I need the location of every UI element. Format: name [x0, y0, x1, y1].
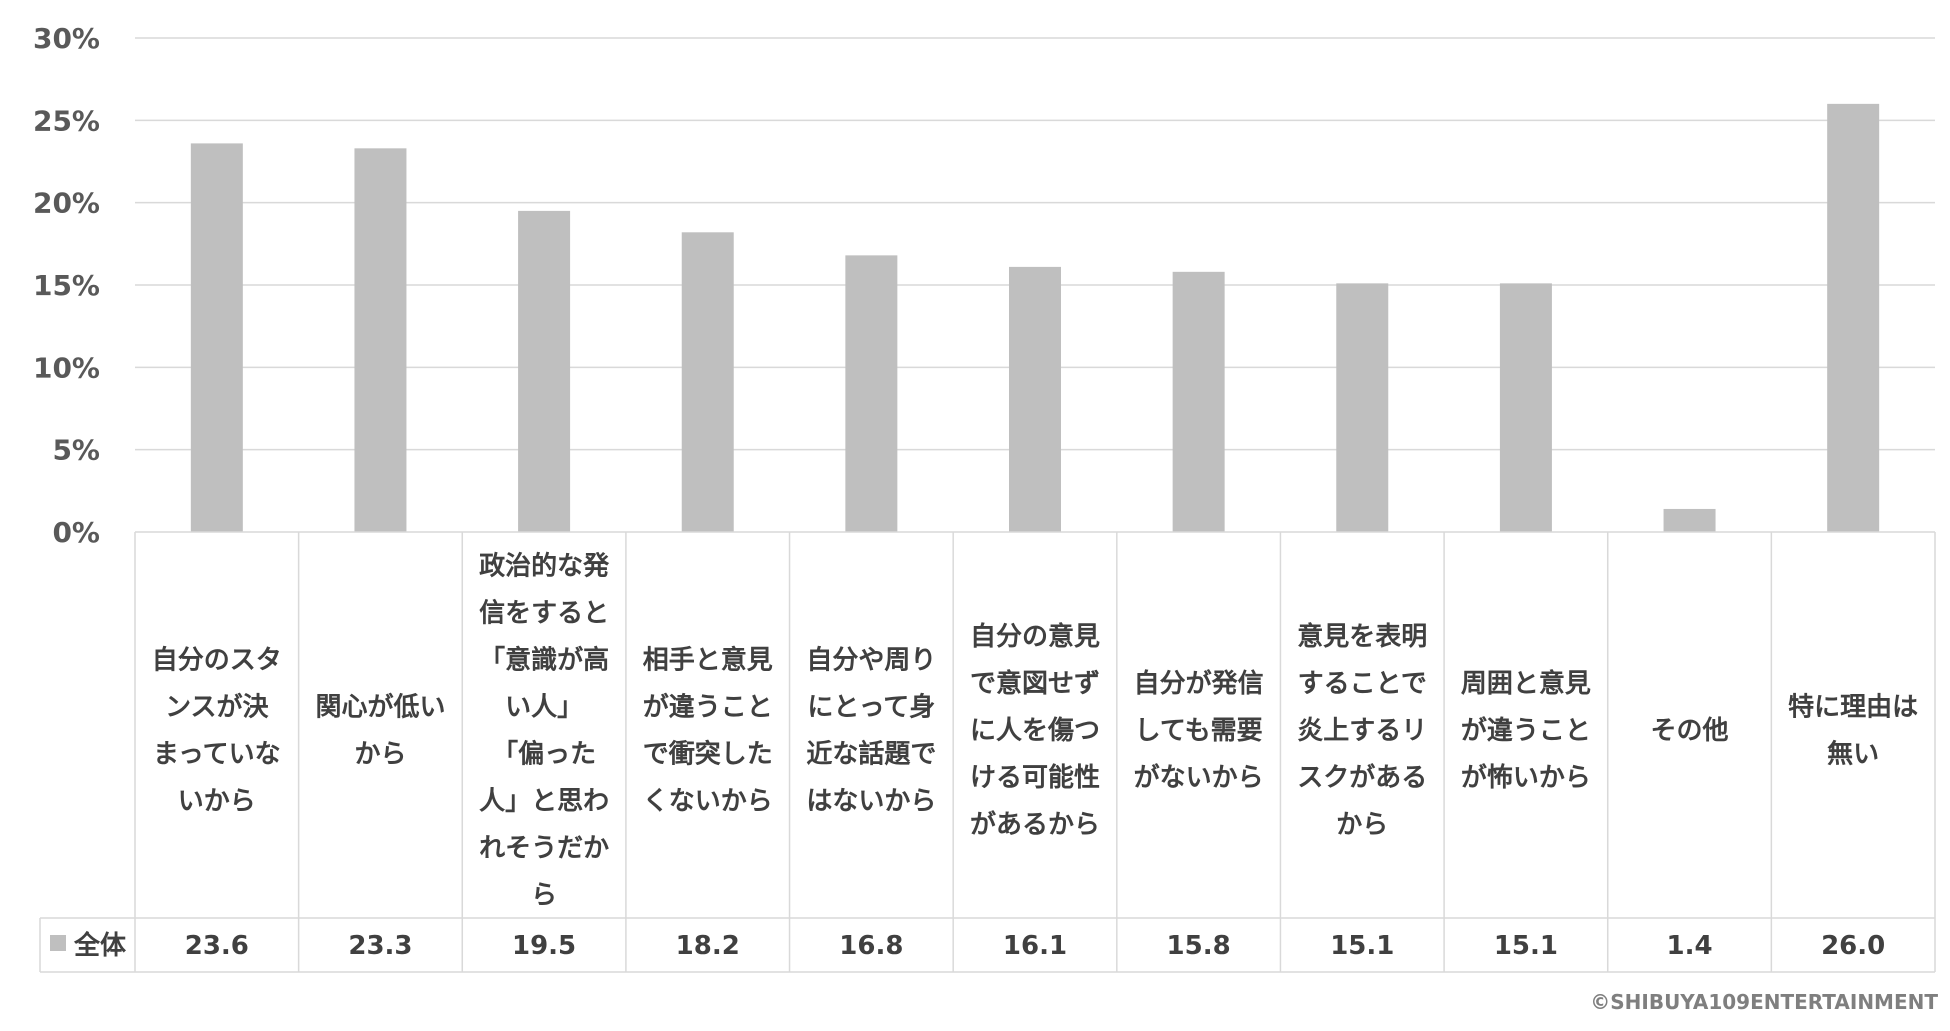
- bar: [1172, 271, 1225, 532]
- x-category-label: が違うこと: [1461, 715, 1591, 746]
- x-category-label: 自分や周り: [806, 645, 936, 676]
- x-category-label: 人」と思わ: [479, 787, 609, 817]
- x-category-label: ら: [531, 881, 557, 911]
- x-category-label: その他: [1651, 716, 1729, 746]
- x-category-label: から: [354, 740, 406, 770]
- y-tick-label: 25%: [33, 104, 100, 137]
- y-tick-label: 30%: [33, 22, 100, 55]
- legend-swatch: [50, 935, 66, 951]
- data-label: 23.3: [348, 931, 412, 961]
- x-category-label: で衝突した: [643, 739, 773, 770]
- x-category-label: 特に理由は: [1788, 692, 1918, 723]
- data-label: 19.5: [512, 931, 576, 961]
- data-label: 23.6: [185, 931, 249, 961]
- x-category-label: があるから: [970, 809, 1100, 840]
- bar: [1336, 283, 1389, 532]
- data-label: 1.4: [1667, 931, 1713, 961]
- x-category-label: 炎上するリ: [1297, 716, 1427, 746]
- x-category-label: 無い: [1827, 740, 1879, 770]
- x-category-label: 「意識が高: [479, 645, 609, 676]
- x-category-label: 信をすると: [479, 599, 609, 629]
- x-category-label: スクがある: [1297, 762, 1427, 793]
- x-category-label: はないから: [806, 787, 936, 817]
- data-label: 16.8: [839, 931, 903, 961]
- x-category-label: 意見を表明: [1297, 621, 1427, 652]
- bar: [681, 232, 734, 532]
- x-category-label: 政治的な発: [479, 551, 610, 582]
- x-category-label: 周囲と意見: [1461, 668, 1591, 699]
- x-category-label: ける可能性: [970, 762, 1100, 793]
- data-label: 15.8: [1167, 931, 1231, 961]
- legend-label: 全体: [73, 930, 127, 961]
- data-label: 26.0: [1821, 931, 1885, 961]
- data-label: 15.1: [1494, 931, 1558, 961]
- x-category-label: れそうだか: [479, 834, 609, 864]
- x-category-label: しても需要: [1135, 716, 1263, 746]
- data-label: 16.1: [1003, 931, 1067, 961]
- x-category-label: いから: [178, 787, 256, 817]
- bar: [1009, 266, 1061, 532]
- x-category-label: ンスが決: [165, 692, 269, 723]
- x-category-label: い人」: [505, 693, 583, 723]
- x-category-label: に人を傷つ: [970, 716, 1100, 746]
- bar: [1499, 283, 1552, 532]
- x-category-label: にとって身: [807, 692, 935, 723]
- x-category-label: 近な話題で: [806, 739, 936, 770]
- x-category-label: がないから: [1134, 762, 1264, 793]
- x-category-label: で意図せず: [970, 668, 1100, 699]
- y-tick-label: 10%: [33, 351, 100, 384]
- x-category-label: することで: [1298, 669, 1427, 699]
- bar: [518, 210, 571, 532]
- x-category-label: から: [1336, 810, 1388, 840]
- x-category-label: 「偏った: [492, 739, 596, 770]
- bar: [1827, 103, 1880, 532]
- x-category-label: 自分のスタ: [152, 645, 282, 676]
- bar: [1663, 508, 1716, 532]
- y-tick-label: 0%: [52, 516, 100, 549]
- x-category-label: 関心が低い: [315, 692, 445, 723]
- x-category-label: 自分の意見: [970, 621, 1100, 652]
- y-tick-label: 5%: [52, 434, 100, 467]
- x-category-label: 相手と意見: [643, 645, 773, 676]
- copyright-text: ©SHIBUYA109ENTERTAINMENT: [1590, 990, 1938, 1014]
- x-category-label: 自分が発信: [1134, 668, 1264, 699]
- x-category-label: が違うこと: [643, 692, 773, 723]
- x-category-label: まっていな: [153, 740, 281, 770]
- data-label: 18.2: [676, 931, 740, 961]
- data-label: 15.1: [1330, 931, 1394, 961]
- bar: [354, 148, 407, 532]
- bar: [845, 255, 898, 533]
- x-category-label: くないから: [643, 787, 773, 817]
- y-tick-label: 15%: [33, 269, 100, 302]
- x-category-label: が怖いから: [1461, 762, 1591, 793]
- y-tick-label: 20%: [33, 187, 100, 220]
- bar: [190, 143, 243, 533]
